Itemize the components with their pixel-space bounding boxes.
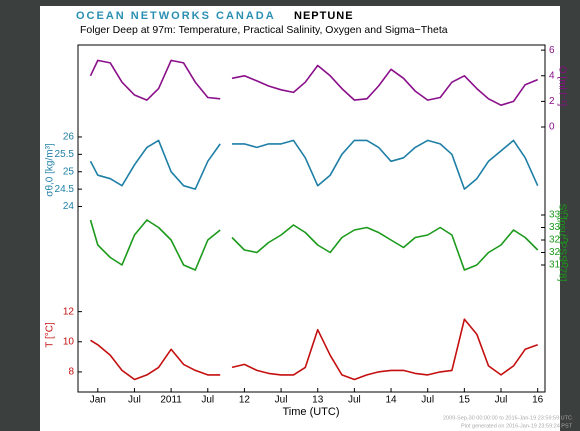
product: NEPTUNE bbox=[294, 10, 354, 22]
plot-frame bbox=[77, 44, 546, 393]
x-tick-label: Jul bbox=[201, 395, 214, 406]
x-tick-label: Jul bbox=[421, 395, 434, 406]
y-tick-label: 8 bbox=[68, 367, 74, 378]
y-tick-label: 4 bbox=[549, 70, 555, 81]
y-tick-label: 32 bbox=[549, 247, 561, 258]
x-tick-label: Jul bbox=[348, 395, 361, 406]
y-tick-label: 25 bbox=[63, 166, 75, 177]
x-axis-label: Time (UTC) bbox=[282, 406, 339, 418]
y-tick-label: 26 bbox=[63, 132, 75, 143]
data-line bbox=[89, 219, 539, 271]
x-tick-label: Jan bbox=[90, 395, 106, 406]
x-tick-label: 12 bbox=[239, 395, 251, 406]
plot-background bbox=[40, 6, 560, 431]
y-tick-label: 24.5 bbox=[55, 184, 75, 195]
data-line bbox=[89, 59, 539, 106]
x-tick-label: 2011 bbox=[160, 395, 182, 406]
footer-range: 2009-Sep-30 00:00:00 to 2016-Jan-19 23:5… bbox=[443, 415, 572, 421]
x-tick-label: 14 bbox=[385, 395, 397, 406]
x-tick-label: 15 bbox=[459, 395, 471, 406]
y-tick-label: 6 bbox=[549, 45, 555, 56]
x-tick-label: Jul bbox=[275, 395, 288, 406]
y-axis-label: S₀ [psu, PSS−78] bbox=[556, 204, 567, 282]
y-tick-label: 31.5 bbox=[549, 260, 569, 271]
y-tick-label: 25.5 bbox=[55, 149, 75, 160]
data-line bbox=[89, 139, 539, 190]
y-tick-label: 24 bbox=[63, 201, 75, 212]
y-tick-label: 0 bbox=[549, 122, 555, 133]
y-axis-label: σθ,0 [kg/m³] bbox=[45, 143, 56, 197]
data-line bbox=[90, 318, 538, 381]
x-tick-label: 16 bbox=[532, 395, 544, 406]
chart-title: Folger Deep at 97m: Temperature, Practic… bbox=[80, 24, 448, 36]
brand: OCEAN NETWORKS CANADA bbox=[76, 10, 276, 22]
x-tick-label: Jul bbox=[495, 395, 508, 406]
y-tick-label: 33.5 bbox=[549, 210, 569, 221]
y-tick-label: 2 bbox=[549, 96, 555, 107]
y-tick-label: 32.5 bbox=[549, 235, 569, 246]
y-tick-label: 10 bbox=[63, 336, 75, 347]
x-tick-label: Jul bbox=[128, 395, 141, 406]
y-axis-label: O [ml l⁻¹] bbox=[556, 66, 567, 106]
footer-generated: Plot generated on 2016-Jan-19 23:59:24 P… bbox=[461, 423, 573, 429]
y-axis-label: T [°C] bbox=[45, 322, 56, 348]
y-tick-label: 33 bbox=[549, 222, 561, 233]
x-tick-label: 13 bbox=[312, 395, 324, 406]
y-tick-label: 12 bbox=[63, 306, 75, 317]
